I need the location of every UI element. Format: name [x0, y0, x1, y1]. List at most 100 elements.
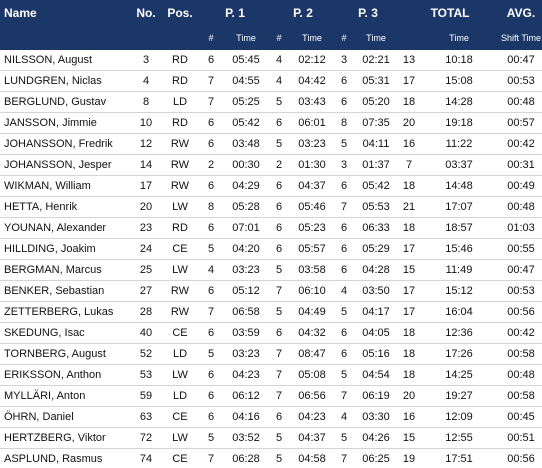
stat-cell: 17 [400, 280, 418, 302]
stat-cell: 8 [200, 196, 222, 218]
stat-cell: 06:19 [352, 385, 400, 407]
stat-cell: 6 [200, 217, 222, 239]
stat-cell: RW [160, 175, 200, 197]
stat-cell: 05:42 [352, 175, 400, 197]
stat-cell: 6 [200, 280, 222, 302]
stat-cell: 17 [132, 175, 160, 197]
player-name: BENKER, Sebastian [0, 280, 132, 302]
player-name: JOHANSSON, Jesper [0, 154, 132, 176]
stat-cell: 27 [132, 280, 160, 302]
header-blank [0, 26, 132, 50]
stat-cell: 7 [200, 448, 222, 468]
stat-cell: RD [160, 70, 200, 92]
player-row: NILSSON, August 3 RD 6 05:45 4 02:12 3 02:21 13 10… [0, 50, 542, 71]
stat-cell: 12 [132, 133, 160, 155]
stat-cell: 8 [336, 112, 352, 134]
player-name: NILSSON, August [0, 50, 132, 71]
stat-cell: 12:36 [418, 322, 501, 344]
stat-cell: 03:58 [288, 259, 336, 281]
stat-cell: 06:12 [222, 385, 270, 407]
stat-cell: 03:23 [222, 259, 270, 281]
stat-cell: RW [160, 301, 200, 323]
stat-cell: 15:46 [418, 238, 501, 260]
stat-cell: 59 [132, 385, 160, 407]
stat-cell: 6 [200, 50, 222, 71]
stat-cell: 6 [200, 322, 222, 344]
subheader-cell: Time [352, 26, 400, 50]
stat-cell: 6 [336, 259, 352, 281]
stat-cell: 5 [270, 133, 288, 155]
stat-cell: 6 [200, 133, 222, 155]
stat-cell: 17:51 [418, 448, 501, 468]
player-row: TORNBERG, August 52 LD 5 03:23 7 08:47 6 05:16 18… [0, 343, 542, 365]
stat-cell: 20 [132, 196, 160, 218]
stat-cell: 6 [200, 112, 222, 134]
stat-cell: 05:28 [222, 196, 270, 218]
stat-cell: 17 [400, 238, 418, 260]
header-cell: P. 1 [200, 0, 270, 26]
stat-cell: 2 [200, 154, 222, 176]
header-cell: TOTAL [400, 0, 501, 26]
stat-cell: 17 [400, 301, 418, 323]
stat-cell: 00:45 [500, 406, 542, 428]
stat-cell: 7 [200, 301, 222, 323]
stat-cell: 19:18 [418, 112, 501, 134]
stat-cell: 18 [400, 364, 418, 386]
stat-cell: 04:23 [222, 364, 270, 386]
stat-cell: 10:18 [418, 50, 501, 71]
stat-cell: 18 [400, 91, 418, 113]
stat-cell: RW [160, 133, 200, 155]
player-row: HETTA, Henrik 20 LW 8 05:28 6 05:46 7 05:53 21 17:… [0, 196, 542, 218]
stat-cell: 04:37 [288, 427, 336, 449]
stat-cell: 06:58 [222, 301, 270, 323]
stat-cell: 05:20 [352, 91, 400, 113]
stat-cell: 05:57 [288, 238, 336, 260]
player-name: HERTZBERG, Viktor [0, 427, 132, 449]
stat-cell: 5 [336, 301, 352, 323]
player-name: ZETTERBERG, Lukas [0, 301, 132, 323]
stat-cell: LD [160, 343, 200, 365]
stat-cell: 6 [270, 406, 288, 428]
stat-cell: LW [160, 427, 200, 449]
stat-cell: 20 [400, 385, 418, 407]
player-row: SKEDUNG, Isac 40 CE 6 03:59 6 04:32 6 04:05 18 12:… [0, 322, 542, 344]
stat-cell: 28 [132, 301, 160, 323]
stat-cell: 3 [132, 50, 160, 71]
stat-cell: 15:12 [418, 280, 501, 302]
stat-cell: RD [160, 50, 200, 71]
player-name: SKEDUNG, Isac [0, 322, 132, 344]
stat-cell: CE [160, 448, 200, 468]
stat-cell: RD [160, 217, 200, 239]
stat-cell: 00:48 [500, 196, 542, 218]
stat-cell: 04:28 [352, 259, 400, 281]
player-name: YOUNAN, Alexander [0, 217, 132, 239]
stat-cell: CE [160, 238, 200, 260]
stat-cell: 04:42 [288, 70, 336, 92]
stat-cell: LW [160, 259, 200, 281]
subheader-cell: # [336, 26, 352, 50]
stat-cell: 06:10 [288, 280, 336, 302]
stat-cell: 00:48 [500, 364, 542, 386]
stat-cell: 03:52 [222, 427, 270, 449]
stat-cell: CE [160, 406, 200, 428]
stat-cell: 15 [400, 427, 418, 449]
stat-cell: 25 [132, 259, 160, 281]
stat-cell: 18 [400, 343, 418, 365]
stat-cell: 06:25 [352, 448, 400, 468]
stat-cell: 20 [400, 112, 418, 134]
header-blank [160, 26, 200, 50]
stat-cell: 05:53 [352, 196, 400, 218]
stat-cell: 16 [400, 406, 418, 428]
stat-cell: 03:30 [352, 406, 400, 428]
stat-cell: 00:51 [500, 427, 542, 449]
stat-cell: 04:54 [352, 364, 400, 386]
stat-cell: 04:32 [288, 322, 336, 344]
stat-cell: 04:17 [352, 301, 400, 323]
stat-cell: 14:28 [418, 91, 501, 113]
player-name: HETTA, Henrik [0, 196, 132, 218]
stat-cell: 05:31 [352, 70, 400, 92]
player-name: JOHANSSON, Fredrik [0, 133, 132, 155]
header-cell: AVG. [500, 0, 542, 26]
